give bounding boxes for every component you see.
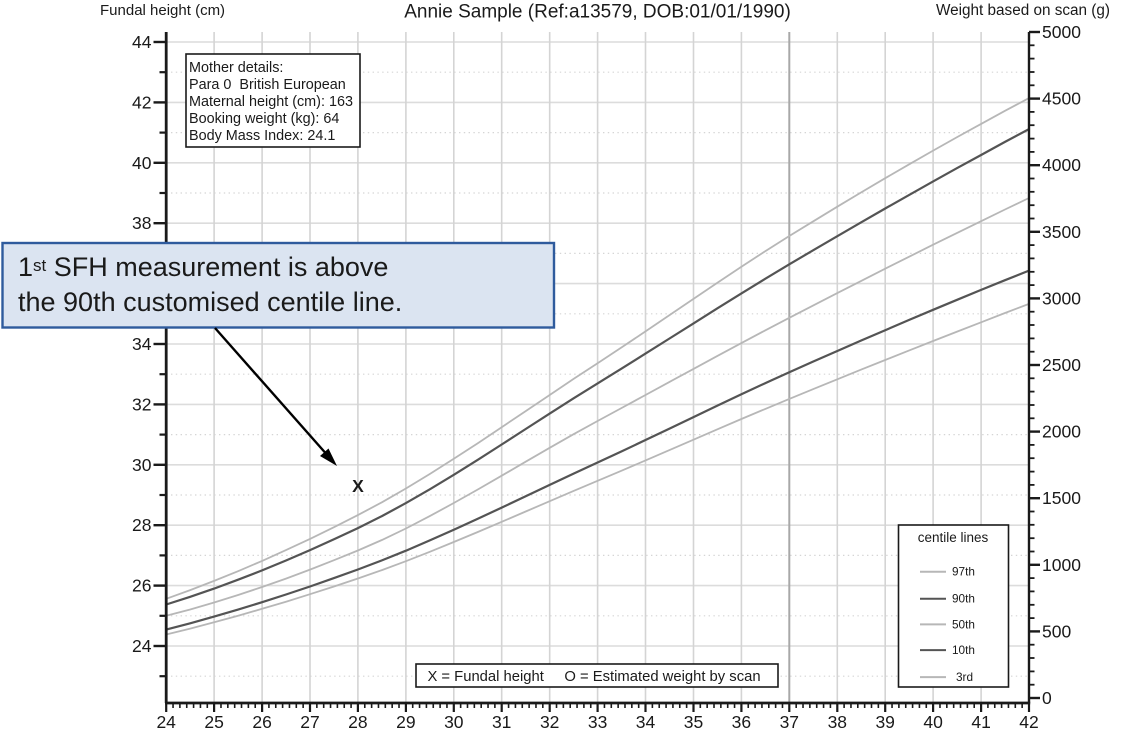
svg-text:Booking weight (kg): 64: Booking weight (kg): 64 [189, 111, 339, 127]
svg-text:34: 34 [132, 334, 152, 354]
svg-text:1500: 1500 [1042, 488, 1081, 508]
svg-text:centile lines: centile lines [918, 530, 989, 545]
svg-text:X: X [352, 476, 364, 496]
svg-text:32: 32 [540, 712, 559, 732]
svg-text:Weight based on scan (g): Weight based on scan (g) [936, 2, 1110, 19]
svg-text:10th: 10th [952, 643, 975, 657]
svg-text:2500: 2500 [1042, 355, 1081, 375]
svg-text:1000: 1000 [1042, 555, 1081, 575]
svg-text:31: 31 [492, 712, 511, 732]
svg-text:3rd: 3rd [956, 670, 973, 684]
svg-text:90th: 90th [952, 592, 975, 606]
svg-text:24: 24 [132, 636, 152, 656]
svg-text:33: 33 [588, 712, 607, 732]
svg-text:97th: 97th [952, 565, 975, 579]
svg-text:30: 30 [132, 455, 152, 475]
svg-text:500: 500 [1042, 621, 1071, 641]
svg-text:35: 35 [684, 712, 703, 732]
svg-text:4500: 4500 [1042, 89, 1081, 109]
svg-text:39: 39 [875, 712, 894, 732]
svg-text:34: 34 [636, 712, 656, 732]
svg-text:36: 36 [732, 712, 751, 732]
svg-text:X = Fundal height O = Esti: X = Fundal height O = Estimated weight b… [427, 669, 760, 685]
svg-text:38: 38 [132, 213, 151, 233]
svg-text:Mother details:: Mother details: [189, 60, 283, 76]
svg-text:26: 26 [252, 712, 271, 732]
svg-text:37: 37 [780, 712, 799, 732]
svg-text:28: 28 [348, 712, 367, 732]
svg-text:40: 40 [923, 712, 943, 732]
svg-text:38: 38 [828, 712, 847, 732]
svg-text:Body Mass Index: 24.1: Body Mass Index: 24.1 [189, 128, 335, 144]
svg-text:40: 40 [132, 153, 152, 173]
svg-text:Fundal height (cm): Fundal height (cm) [100, 2, 225, 19]
svg-text:44: 44 [132, 32, 152, 52]
svg-text:29: 29 [396, 712, 415, 732]
svg-text:32: 32 [132, 394, 151, 414]
svg-text:24: 24 [156, 712, 176, 732]
svg-text:5000: 5000 [1042, 22, 1081, 42]
svg-text:1st SFH measurement is above: 1st SFH measurement is above [18, 252, 388, 282]
svg-text:30: 30 [444, 712, 464, 732]
svg-text:the 90th customised centile li: the 90th customised centile line. [18, 287, 402, 317]
svg-text:50th: 50th [952, 617, 975, 631]
svg-text:42: 42 [132, 92, 151, 112]
svg-text:28: 28 [132, 515, 151, 535]
svg-text:26: 26 [132, 576, 151, 596]
svg-text:25: 25 [204, 712, 223, 732]
svg-text:3000: 3000 [1042, 288, 1081, 308]
svg-text:2000: 2000 [1042, 422, 1081, 442]
svg-text:4000: 4000 [1042, 155, 1081, 175]
svg-text:27: 27 [300, 712, 319, 732]
svg-text:3500: 3500 [1042, 222, 1081, 242]
svg-text:Para 0 British European: Para 0 British European [189, 77, 346, 93]
svg-text:Maternal height (cm): 163: Maternal height (cm): 163 [189, 94, 353, 110]
svg-text:41: 41 [971, 712, 990, 732]
svg-text:0: 0 [1042, 688, 1052, 708]
svg-text:Annie Sample (Ref:a13579, DOB:: Annie Sample (Ref:a13579, DOB:01/01/1990… [404, 2, 791, 23]
svg-text:42: 42 [1019, 712, 1038, 732]
